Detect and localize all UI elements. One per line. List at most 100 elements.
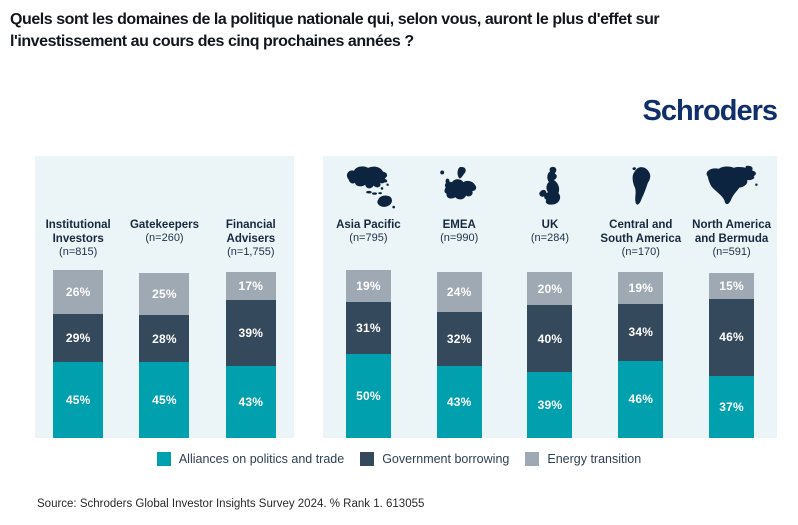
category-label-block: UK (n=284) xyxy=(505,218,596,268)
legend-label: Government borrowing xyxy=(382,452,510,466)
map-slot-empty xyxy=(121,156,207,218)
percent-label: 46% xyxy=(719,330,744,345)
category-label-block: North America and Bermuda (n=591) xyxy=(686,218,777,268)
emea-map-icon xyxy=(414,156,505,218)
bar-segment: 28% xyxy=(139,315,190,363)
bar-segment: 45% xyxy=(53,362,104,438)
bar-segment: 43% xyxy=(436,365,482,438)
bar-slot: 17% 39% 43% xyxy=(208,268,294,438)
north-america-bermuda-map-icon xyxy=(702,165,762,210)
category-label: North America and Bermuda xyxy=(692,219,771,246)
percent-label: 26% xyxy=(65,284,91,299)
emea-map-icon xyxy=(436,166,482,209)
stacked-bar: 17% 39% 43% xyxy=(225,271,276,438)
chart-column: Gatekeepers (n=260) 25% 28% 45% xyxy=(121,156,207,438)
bar-slot: 25% 28% 45% xyxy=(121,268,207,438)
percent-label: 37% xyxy=(719,399,744,414)
stacked-bar: 20% 40% 39% xyxy=(527,271,573,438)
category-label-block: Central and South America (n=170) xyxy=(595,218,686,268)
bar-segment: 46% xyxy=(618,360,664,438)
percent-label: 19% xyxy=(628,280,654,295)
percent-label: 28% xyxy=(152,331,177,346)
north-america-bermuda-map-icon xyxy=(686,156,777,218)
bar-slot: 20% 40% 39% xyxy=(505,268,596,438)
category-label: Institutional Investors xyxy=(45,219,111,246)
category-sample-size: (n=1,755) xyxy=(227,246,275,259)
bar-segment: 31% xyxy=(345,301,391,354)
uk-map-icon xyxy=(505,156,596,218)
chart-column: Asia Pacific (n=795) 19% 31% 50% xyxy=(323,156,414,438)
chart-column: Financial Advisers (n=1,755) 17% 39% 43% xyxy=(208,156,294,438)
percent-label: 45% xyxy=(65,393,91,408)
percent-label: 40% xyxy=(537,331,563,346)
category-label-block: EMEA (n=990) xyxy=(414,218,505,268)
bar-segment: 24% xyxy=(436,271,482,313)
percent-label: 15% xyxy=(719,278,744,293)
category-label: Gatekeepers xyxy=(129,219,200,231)
bar-segment: 37% xyxy=(709,375,755,438)
bar-segment: 20% xyxy=(527,271,573,306)
stacked-bar: 26% 29% 45% xyxy=(53,270,104,438)
category-label: Asia Pacific xyxy=(336,219,401,231)
asia-pacific-map-icon xyxy=(340,165,396,210)
chart-legend: Alliances on politics and trade Governme… xyxy=(0,452,798,466)
central-south-america-map-icon xyxy=(629,166,653,208)
chart-column: Institutional Investors (n=815) 26% 29% 45% xyxy=(35,156,121,438)
legend-label: Alliances on politics and trade xyxy=(178,452,345,466)
chart-column: EMEA (n=990) 24% 32% 43% xyxy=(414,156,505,438)
chart-panel-region: Asia Pacific (n=795) 19% 31% 50% EMEA (n=990) 2… xyxy=(323,156,777,438)
category-label-block: Institutional Investors (n=815) xyxy=(35,218,121,268)
legend-swatch-energy-transition xyxy=(525,452,540,466)
category-label-block: Asia Pacific (n=795) xyxy=(323,218,414,268)
bar-segment: 34% xyxy=(618,303,664,361)
bar-segment: 43% xyxy=(225,365,276,438)
category-label: Central and South America xyxy=(600,219,682,246)
legend-swatch-government-borrowing xyxy=(360,452,375,466)
chart-panel-investor-type: Institutional Investors (n=815) 26% 29% 45% G… xyxy=(35,156,294,438)
asia-pacific-map-icon xyxy=(323,156,414,218)
category-sample-size: (n=284) xyxy=(530,232,570,245)
legend-item: Government borrowing xyxy=(360,452,509,466)
bar-slot: 19% 34% 46% xyxy=(595,268,686,438)
percent-label: 29% xyxy=(65,331,91,346)
bar-slot: 19% 31% 50% xyxy=(323,268,414,438)
bar-segment: 40% xyxy=(527,305,573,373)
stacked-bar: 15% 46% 37% xyxy=(709,273,755,438)
bar-segment: 26% xyxy=(53,270,104,314)
percent-label: 24% xyxy=(446,284,472,299)
map-slot-empty xyxy=(35,156,121,218)
central-south-america-map-icon xyxy=(595,156,686,218)
schroders-logo: Schroders xyxy=(642,95,778,127)
page-title: Quels sont les domaines de la politique … xyxy=(10,9,660,53)
category-sample-size: (n=260) xyxy=(145,232,184,245)
percent-label: 17% xyxy=(238,278,264,293)
percent-label: 39% xyxy=(537,398,563,413)
percent-label: 19% xyxy=(356,278,381,293)
stacked-bar: 25% 28% 45% xyxy=(139,273,190,438)
bar-slot: 15% 46% 37% xyxy=(686,268,777,438)
percent-label: 50% xyxy=(356,389,381,403)
category-label: Financial Advisers xyxy=(225,219,276,246)
percent-label: 45% xyxy=(152,393,177,408)
bar-segment: 32% xyxy=(436,312,482,366)
chart-column: UK (n=284) 20% 40% 39% xyxy=(505,156,596,438)
category-sample-size: (n=990) xyxy=(440,232,479,245)
chart-column: Central and South America (n=170) 19% 34% 46… xyxy=(595,156,686,438)
bar-segment: 15% xyxy=(709,273,755,299)
percent-label: 25% xyxy=(152,287,177,302)
bar-segment: 45% xyxy=(139,362,190,438)
percent-label: 43% xyxy=(238,394,264,409)
legend-item: Alliances on politics and trade xyxy=(156,452,345,466)
category-label: EMEA xyxy=(442,219,476,231)
bar-segment: 19% xyxy=(618,271,664,304)
map-slot-empty xyxy=(208,156,294,218)
stacked-bar: 24% 32% 43% xyxy=(436,271,482,438)
legend-label: Energy transition xyxy=(547,452,642,466)
bar-segment: 39% xyxy=(225,300,276,366)
category-label: UK xyxy=(541,219,559,231)
bar-segment: 25% xyxy=(139,273,190,316)
bar-segment: 29% xyxy=(53,313,104,363)
category-label-block: Financial Advisers (n=1,755) xyxy=(208,218,294,268)
uk-map-icon xyxy=(535,165,565,210)
category-sample-size: (n=795) xyxy=(349,232,388,245)
